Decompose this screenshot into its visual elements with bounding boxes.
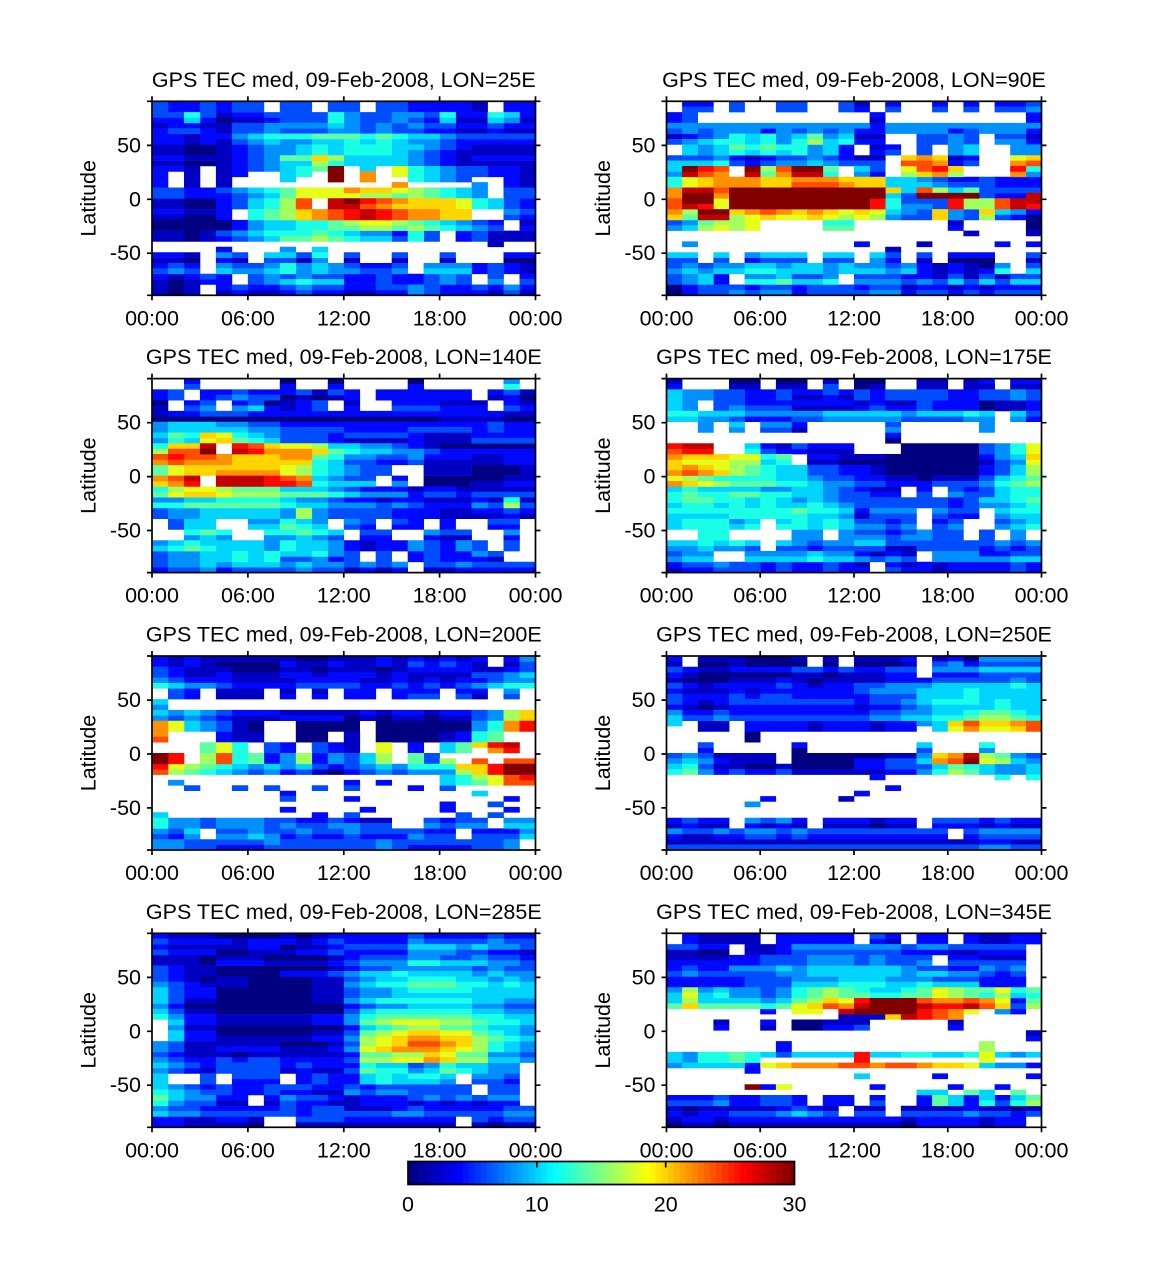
svg-text:GPS TEC med, 09-Feb-2008, LON=: GPS TEC med, 09-Feb-2008, LON=25E [152,68,536,92]
svg-text:50: 50 [117,411,141,435]
svg-text:Latitude: Latitude [77,715,101,792]
svg-text:06:00: 06:00 [733,306,787,330]
svg-text:50: 50 [117,965,141,989]
svg-text:-50: -50 [624,796,655,820]
svg-text:00:00: 00:00 [640,1138,694,1162]
svg-text:50: 50 [632,965,656,989]
svg-text:-50: -50 [624,519,655,543]
svg-text:00:00: 00:00 [509,306,563,330]
svg-text:Latitude: Latitude [77,160,101,237]
svg-text:06:00: 06:00 [733,861,787,885]
svg-text:Latitude: Latitude [591,437,615,514]
svg-text:0: 0 [129,187,141,211]
svg-text:Latitude: Latitude [591,992,615,1069]
svg-text:00:00: 00:00 [509,1138,563,1162]
svg-text:GPS TEC med, 09-Feb-2008, LON=: GPS TEC med, 09-Feb-2008, LON=200E [146,623,542,647]
svg-text:18:00: 18:00 [921,584,975,608]
svg-text:06:00: 06:00 [733,1138,787,1162]
svg-text:0: 0 [129,1019,141,1043]
svg-text:00:00: 00:00 [509,584,563,608]
svg-text:18:00: 18:00 [921,1138,975,1162]
svg-text:0: 0 [402,1193,414,1217]
svg-text:0: 0 [644,742,656,766]
svg-text:-50: -50 [624,1073,655,1097]
svg-text:12:00: 12:00 [317,1138,371,1162]
svg-text:0: 0 [129,742,141,766]
svg-text:12:00: 12:00 [317,861,371,885]
svg-text:Latitude: Latitude [77,992,101,1069]
svg-text:06:00: 06:00 [221,584,275,608]
svg-text:00:00: 00:00 [125,306,179,330]
svg-text:06:00: 06:00 [221,1138,275,1162]
svg-text:06:00: 06:00 [221,861,275,885]
svg-text:00:00: 00:00 [640,861,694,885]
svg-text:Latitude: Latitude [77,437,101,514]
svg-text:00:00: 00:00 [1015,584,1069,608]
svg-text:00:00: 00:00 [640,584,694,608]
svg-text:GPS TEC med, 09-Feb-2008, LON=: GPS TEC med, 09-Feb-2008, LON=175E [656,345,1052,369]
svg-text:GPS TEC med, 09-Feb-2008, LON=: GPS TEC med, 09-Feb-2008, LON=140E [146,345,542,369]
svg-text:GPS TEC med, 09-Feb-2008, LON=: GPS TEC med, 09-Feb-2008, LON=250E [656,623,1052,647]
svg-text:50: 50 [632,688,656,712]
svg-text:18:00: 18:00 [921,306,975,330]
svg-text:50: 50 [117,133,141,157]
svg-text:12:00: 12:00 [827,861,881,885]
svg-text:20: 20 [654,1193,678,1217]
svg-text:10: 10 [525,1193,549,1217]
svg-text:00:00: 00:00 [640,306,694,330]
svg-text:00:00: 00:00 [509,861,563,885]
svg-text:0: 0 [644,187,656,211]
svg-text:12:00: 12:00 [317,584,371,608]
svg-text:12:00: 12:00 [827,1138,881,1162]
svg-text:00:00: 00:00 [1015,1138,1069,1162]
svg-text:-50: -50 [110,1073,141,1097]
svg-text:06:00: 06:00 [733,584,787,608]
svg-text:50: 50 [117,688,141,712]
svg-text:00:00: 00:00 [1015,861,1069,885]
svg-text:18:00: 18:00 [413,584,467,608]
svg-text:50: 50 [632,133,656,157]
svg-text:00:00: 00:00 [125,584,179,608]
svg-text:0: 0 [644,1019,656,1043]
svg-text:GPS TEC med, 09-Feb-2008, LON=: GPS TEC med, 09-Feb-2008, LON=90E [662,68,1046,92]
svg-text:0: 0 [129,465,141,489]
svg-text:-50: -50 [110,241,141,265]
svg-text:12:00: 12:00 [827,584,881,608]
svg-text:12:00: 12:00 [317,306,371,330]
svg-text:18:00: 18:00 [413,861,467,885]
svg-text:06:00: 06:00 [221,306,275,330]
svg-text:-50: -50 [624,241,655,265]
svg-text:18:00: 18:00 [413,306,467,330]
svg-text:GPS TEC med, 09-Feb-2008, LON=: GPS TEC med, 09-Feb-2008, LON=285E [146,900,542,924]
svg-text:50: 50 [632,411,656,435]
svg-text:-50: -50 [110,796,141,820]
svg-text:GPS TEC med, 09-Feb-2008, LON=: GPS TEC med, 09-Feb-2008, LON=345E [656,900,1052,924]
svg-text:-50: -50 [110,519,141,543]
svg-text:18:00: 18:00 [413,1138,467,1162]
svg-text:18:00: 18:00 [921,861,975,885]
svg-text:00:00: 00:00 [1015,306,1069,330]
svg-text:00:00: 00:00 [125,1138,179,1162]
svg-text:12:00: 12:00 [827,306,881,330]
svg-text:0: 0 [644,465,656,489]
svg-text:Latitude: Latitude [591,160,615,237]
svg-text:30: 30 [783,1193,807,1217]
svg-text:Latitude: Latitude [591,715,615,792]
svg-text:00:00: 00:00 [125,861,179,885]
